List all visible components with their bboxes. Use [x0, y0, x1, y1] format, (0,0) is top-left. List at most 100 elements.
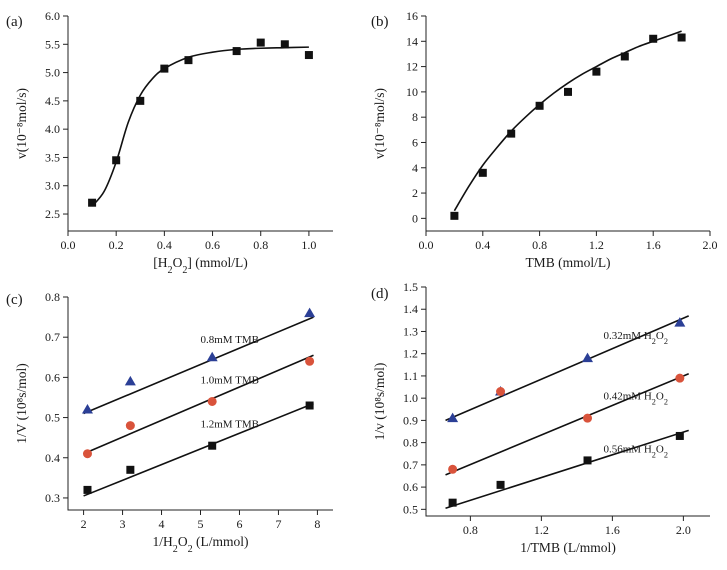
data-point-b-0: [592, 67, 601, 76]
x-tick-label: 7: [275, 517, 281, 531]
y-tick-label: 1.4: [403, 302, 418, 316]
y-tick-label: 12: [406, 60, 418, 74]
fit-line-a-0: [91, 46, 309, 207]
y-tick-label: 0.9: [403, 413, 418, 427]
x-tick-label: 1.2: [534, 523, 549, 537]
y-tick-label: 1.1: [403, 369, 418, 383]
axes-b: [425, 16, 710, 232]
y-tick-label: 1.2: [403, 347, 418, 361]
data-point-b-0: [450, 211, 459, 220]
axes-c: [67, 297, 333, 511]
data-point-c-0: [304, 307, 316, 318]
series-annotation-d: 0.32mM H2O2: [604, 330, 669, 346]
chart-panel-b: (b) 0.0 0.4 0.8 1.2 1.6 2.0 0 2 4 6 8 10 12 14 16 TMB (m…: [371, 9, 718, 270]
x-tick-label: 0.2: [109, 238, 124, 252]
series-annotation-d: 0.56mM H2O2: [604, 444, 669, 460]
chart-panel-c: (c) 2 3 4 5 6 7 8 0.3 0.4 0.5 0.6 0.7 0.8 1/H2O2 (L/mm…: [6, 290, 333, 555]
series-annotation-d: 0.42mM H2O2: [604, 390, 669, 406]
data-point-d-2: [675, 431, 684, 440]
y-tick-label: 0.7: [45, 330, 60, 344]
y-tick-label: 4.5: [45, 94, 60, 108]
x-tick-label: 1.6: [605, 523, 620, 537]
y-tick-label: 1.5: [403, 280, 418, 294]
chart-panel-d: (d) 0.8 1.2 1.6 2.0 0.5 0.6 0.7 0.8 0.9 1.0 1.1 1.2 1…: [371, 280, 710, 555]
y-tick-label: 6.0: [45, 9, 60, 23]
y-tick-label: 0.6: [403, 480, 418, 494]
x-axis-label-b: TMB (mmol/L): [525, 255, 610, 270]
data-point-a-0: [184, 56, 193, 65]
x-axis-label-d: 1/TMB (L/mmol): [520, 540, 616, 555]
fit-line-c-2: [83, 402, 314, 497]
y-tick-label: 1.0: [403, 391, 418, 405]
series-annotation-c: 0.8mM TMB: [201, 334, 259, 346]
y-tick-label: 0.5: [403, 502, 418, 516]
data-point-d-0: [674, 317, 686, 327]
y-tick-label: 4.0: [45, 122, 60, 136]
x-tick-label: 5: [198, 517, 204, 531]
fit-line-d-1: [445, 372, 690, 476]
y-axis-label-b: v(10⁻⁸mol/s): [372, 88, 387, 159]
fit-line-c-0: [83, 316, 314, 415]
x-axis-label-c: 1/H2O2 (L/mmol): [152, 534, 248, 555]
data-point-d-1: [496, 386, 506, 396]
data-point-a-0: [88, 198, 97, 207]
y-tick-label: 0: [412, 211, 418, 225]
x-tick-label: 0.4: [157, 238, 172, 252]
fit-line-c-1: [83, 354, 314, 455]
data-point-a-0: [136, 96, 145, 105]
data-point-d-2: [496, 480, 505, 489]
series-annotation-c: 1.2mM TMB: [201, 419, 259, 431]
x-tick-label: 0.8: [463, 523, 478, 537]
data-point-a-0: [256, 38, 265, 47]
x-tick-label: 1.0: [301, 238, 316, 252]
data-point-c-0: [206, 351, 218, 362]
data-point-d-0: [582, 352, 594, 363]
data-point-b-0: [507, 129, 516, 138]
y-tick-label: 0.8: [45, 290, 60, 304]
data-point-d-1: [583, 413, 593, 423]
data-point-c-2: [126, 465, 135, 474]
data-point-a-0: [160, 64, 169, 73]
x-tick-label: 8: [314, 517, 320, 531]
panel-label-c: (c): [6, 292, 23, 308]
x-tick-label: 2: [81, 517, 87, 531]
y-tick-label: 0.6: [45, 370, 60, 384]
data-point-b-0: [535, 101, 544, 110]
data-point-b-0: [564, 87, 572, 96]
data-point-a-0: [304, 51, 313, 60]
x-tick-label: 0.4: [475, 238, 490, 252]
y-tick-label: 16: [406, 9, 418, 23]
y-tick-label: 1.3: [403, 324, 418, 338]
series-annotation-c: 1.0mM TMB: [201, 374, 259, 386]
x-tick-label: 2.0: [676, 523, 691, 537]
y-tick-label: 3.5: [45, 150, 60, 164]
data-point-c-0: [81, 404, 93, 414]
x-tick-label: 4: [159, 517, 165, 531]
x-tick-label: 2.0: [703, 238, 718, 252]
data-point-c-2: [83, 485, 92, 494]
y-tick-label: 10: [406, 85, 418, 99]
data-point-d-0: [447, 412, 459, 423]
data-point-c-1: [207, 396, 217, 406]
x-tick-label: 0.6: [205, 238, 220, 252]
y-tick-label: 0.3: [45, 491, 60, 505]
data-point-d-2: [583, 456, 592, 465]
x-tick-label: 3: [120, 517, 126, 531]
y-axis-label-d: 1/v (10⁸s/mol): [372, 363, 387, 441]
x-tick-label: 1.2: [589, 238, 604, 252]
y-tick-label: 4: [412, 161, 418, 175]
data-point-a-0: [280, 40, 289, 49]
data-point-c-2: [208, 441, 217, 450]
data-point-c-1: [82, 449, 92, 459]
y-tick-label: 0.4: [45, 451, 60, 465]
data-point-d-1: [448, 464, 458, 474]
panel-label-a: (a): [6, 14, 23, 30]
x-axis-label-a: [H2O2] (mmol/L): [153, 255, 248, 276]
panel-label-b: (b): [371, 14, 389, 30]
x-tick-label: 1.6: [646, 238, 661, 252]
data-point-a-0: [232, 47, 241, 56]
y-tick-label: 8: [412, 110, 418, 124]
y-tick-label: 3.0: [45, 179, 60, 193]
x-tick-label: 0.0: [419, 238, 434, 252]
y-axis-label-c: 1/V (10⁸s/mol): [14, 363, 29, 444]
